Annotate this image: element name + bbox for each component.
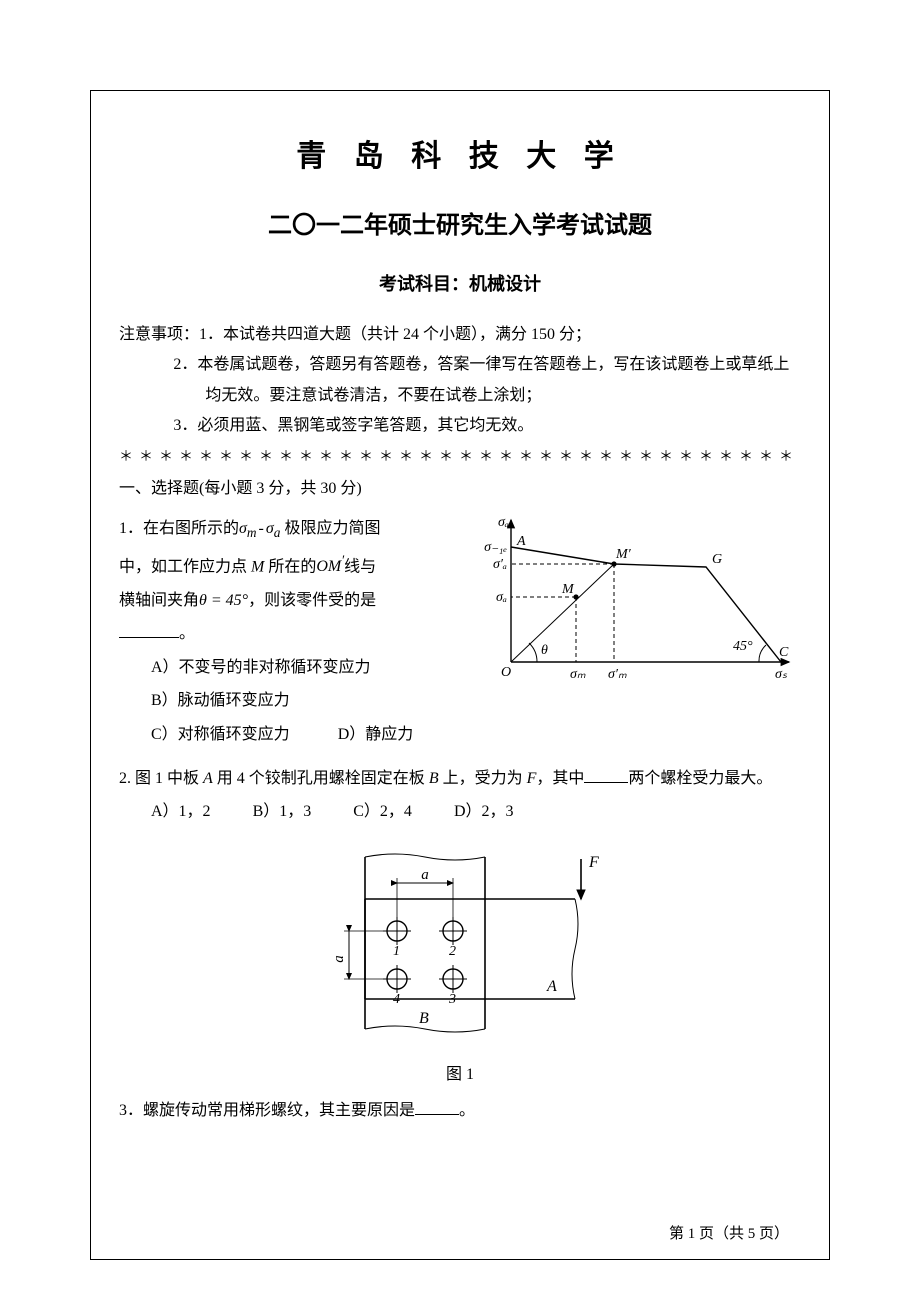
q2-options: A）1，2 B）1，3 C）2，4 D）2，3: [119, 795, 801, 829]
q1-l2c: 线与: [344, 558, 376, 575]
svg-text:σₐ: σₐ: [498, 515, 509, 530]
q1-l2b: 所在的: [268, 558, 316, 575]
q2-blank: [584, 766, 628, 783]
notes-block: 注意事项：1．本试卷共四道大题（共计 24 个小题），满分 150 分； 2．本…: [119, 320, 801, 442]
q3-a: 3．螺旋传动常用梯形螺纹，其主要原因是: [119, 1102, 415, 1119]
svg-text:2: 2: [449, 944, 456, 959]
page-number: 第 1 页（共 5 页）: [669, 1222, 789, 1243]
page: 青 岛 科 技 大 学 二〇一二年硕士研究生入学考试试题 考试科目：机械设计 注…: [0, 0, 920, 1300]
q1-dash: -: [257, 520, 266, 537]
q1-l1a: 1．在右图所示的: [119, 520, 239, 537]
notes-lead: 注意事项：: [119, 326, 199, 343]
svg-text:a: a: [331, 955, 347, 963]
q1-sigma-a: σa: [266, 520, 281, 537]
svg-text:M′: M′: [615, 547, 632, 562]
svg-text:σ′ₐ: σ′ₐ: [493, 557, 507, 572]
svg-text:σ₋₁ₑ: σ₋₁ₑ: [484, 540, 507, 555]
svg-text:a: a: [421, 867, 429, 883]
q1-period: 。: [179, 625, 195, 642]
star-separator: ＊＊＊＊＊＊＊＊＊＊＊＊＊＊＊＊＊＊＊＊＊＊＊＊＊＊＊＊＊＊＊＊＊＊＊＊＊＊＊: [119, 446, 801, 466]
svg-text:σₘ: σₘ: [570, 667, 586, 682]
question-3: 3．螺旋传动常用梯形螺纹，其主要原因是 。: [119, 1094, 801, 1128]
q2-text: 2. 图 1 中板 A 用 4 个铰制孔用螺栓固定在板 B 上，受力为 F，其中…: [119, 762, 801, 796]
svg-text:1: 1: [393, 944, 400, 959]
subject-line: 考试科目：机械设计: [119, 270, 801, 296]
q1-M: M: [251, 558, 264, 575]
q1-opt-b: B）脉动循环变应力: [151, 684, 801, 718]
q2-lc: 上，受力为: [439, 770, 527, 787]
q1-l1b: 极限应力简图: [284, 520, 380, 537]
section-1-head: 一、选择题(每小题 3 分，共 30 分): [119, 474, 801, 498]
note-3: 3．必须用蓝、黑钢笔或签字笔答题，其它均无效。: [119, 411, 801, 441]
q2-opt-b: B）1，3: [253, 803, 312, 820]
q1-l3a: 横轴间夹角: [119, 592, 199, 609]
note-1: 1．本试卷共四道大题（共计 24 个小题），满分 150 分；: [199, 326, 591, 343]
note-2: 2．本卷属试题卷，答题另有答题卷，答案一律写在答题卷上，写在该试题卷上或草纸上均…: [119, 350, 801, 411]
q1-OM: OM′: [316, 558, 344, 575]
q3-text: 3．螺旋传动常用梯形螺纹，其主要原因是 。: [119, 1094, 801, 1128]
q2-opt-d: D）2，3: [454, 803, 514, 820]
svg-text:G: G: [712, 552, 722, 567]
q2-lb: 用 4 个铰制孔用螺栓固定在板: [213, 770, 429, 787]
svg-text:3: 3: [448, 992, 456, 1007]
question-1: σₐ O Aσ₋₁ₑ σ′ₐ σₐ M′ M G Cθ 45° σₘ σ′ₘ σₛ 1．在右图所示的σm…: [119, 512, 801, 752]
svg-text:4: 4: [393, 992, 400, 1007]
q1-l2a: 中，如工作应力点: [119, 558, 247, 575]
svg-text:M: M: [561, 582, 575, 597]
content-frame: 青 岛 科 技 大 学 二〇一二年硕士研究生入学考试试题 考试科目：机械设计 注…: [90, 90, 830, 1260]
stress-limit-diagram: σₐ O Aσ₋₁ₑ σ′ₐ σₐ M′ M G Cθ 45° σₘ σ′ₘ σₛ: [481, 512, 791, 682]
university-title: 青 岛 科 技 大 学: [119, 131, 801, 175]
svg-text:45°: 45°: [733, 639, 753, 654]
exam-title: 二〇一二年硕士研究生入学考试试题: [119, 205, 801, 240]
q1-diagram: σₐ O Aσ₋₁ₑ σ′ₐ σₐ M′ M G Cθ 45° σₘ σ′ₘ σₛ: [481, 512, 791, 687]
q1-blank: [119, 621, 179, 638]
q2-A: A: [203, 770, 213, 787]
svg-text:σ′ₘ: σ′ₘ: [608, 667, 627, 682]
q2-la: 2. 图 1 中板: [119, 770, 203, 787]
svg-text:σₐ: σₐ: [496, 590, 507, 605]
q2-opt-c: C）2，4: [353, 803, 412, 820]
q2-ld: ，其中: [536, 770, 584, 787]
q2-opt-a: A）1，2: [151, 803, 211, 820]
svg-text:B: B: [419, 1010, 429, 1027]
q1-opt-d: D）静应力: [338, 726, 414, 743]
q1-l3b: ，则该零件受的是: [248, 592, 376, 609]
q2-le: 两个螺栓受力最大。: [628, 770, 772, 787]
svg-text:C: C: [779, 645, 789, 660]
svg-text:θ: θ: [541, 643, 548, 658]
q1-text: 1．在右图所示的σm-σa 极限应力简图 中，如工作应力点 M 所在的OM′线与…: [119, 512, 479, 651]
svg-text:O: O: [501, 665, 511, 680]
q2-F: F: [527, 770, 537, 787]
bolt-plate-diagram: 1 2 4 3 a a F A B: [305, 839, 615, 1039]
svg-text:A: A: [516, 534, 526, 549]
svg-text:σₛ: σₛ: [775, 667, 788, 682]
q2-B: B: [429, 770, 439, 787]
question-2: 2. 图 1 中板 A 用 4 个铰制孔用螺栓固定在板 B 上，受力为 F，其中…: [119, 762, 801, 1084]
q1-opt-c: C）对称循环变应力: [151, 726, 290, 743]
fig1-caption: 图 1: [119, 1060, 801, 1084]
q3-blank: [415, 1098, 459, 1115]
q1-sigma-m: σm: [239, 520, 257, 537]
svg-text:A: A: [546, 978, 557, 995]
q2-figure: 1 2 4 3 a a F A B: [119, 839, 801, 1044]
q3-b: 。: [459, 1102, 475, 1119]
svg-text:F: F: [588, 854, 599, 871]
q1-theta: θ = 45°: [199, 592, 248, 609]
